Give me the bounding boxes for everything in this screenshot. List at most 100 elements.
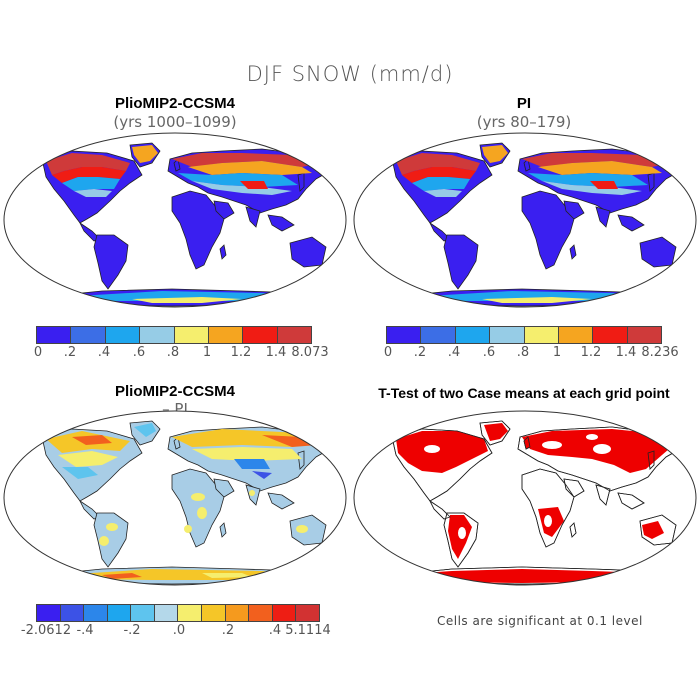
snow-field bbox=[132, 145, 158, 163]
snow-field bbox=[132, 297, 242, 303]
coastline bbox=[521, 468, 575, 548]
snow-field bbox=[188, 161, 312, 175]
coastline bbox=[523, 436, 531, 450]
colorbar-difference-ticks: -2.0612 -.4 -.2 .0 .2 .4 5.1114 bbox=[21, 623, 336, 639]
land-seAsia bbox=[617, 214, 645, 232]
colorbar-tick-label: .6 bbox=[482, 345, 496, 360]
colorbar-swatch bbox=[37, 327, 72, 343]
snow-field bbox=[402, 167, 476, 183]
map-border bbox=[353, 132, 697, 308]
colorbar-swatch bbox=[421, 327, 456, 343]
figure-title: DJF SNOW (mm/d) bbox=[246, 62, 454, 86]
land-india bbox=[245, 206, 261, 228]
colorbar-swatch bbox=[105, 327, 141, 343]
difference-patch bbox=[191, 493, 205, 501]
map-ttest bbox=[353, 410, 697, 586]
colorbar-swatch bbox=[225, 605, 250, 621]
colorbar-tick-label: 0 bbox=[383, 345, 393, 360]
colorbar-tick-label: .4 bbox=[97, 345, 111, 360]
land-japan bbox=[297, 172, 305, 192]
colorbar-swatch bbox=[60, 605, 85, 621]
colorbar-swatch bbox=[387, 327, 422, 343]
colorbar-max-label: 8.236 bbox=[641, 345, 679, 360]
panel3-title: PlioMIP2-CCSM4 bbox=[114, 383, 235, 400]
difference-patch bbox=[106, 523, 118, 531]
land-southAmerica bbox=[93, 512, 129, 568]
colorbar-tick-label: -2.0612 bbox=[20, 623, 72, 638]
panel1-subtitle: (yrs 1000–1099) bbox=[113, 113, 237, 131]
colorbar-pi bbox=[386, 326, 662, 344]
colorbar-swatch bbox=[249, 605, 273, 621]
snow-field bbox=[252, 471, 272, 479]
snow-field bbox=[192, 447, 302, 461]
colorbar-difference bbox=[36, 604, 320, 622]
colorbar-swatch bbox=[243, 327, 278, 343]
colorbar-tick-label: .8 bbox=[166, 345, 180, 360]
land-nz bbox=[681, 262, 687, 274]
land-nz bbox=[331, 540, 337, 552]
colorbar-tick-label: 1.4 bbox=[265, 345, 287, 360]
colorbar-swatch bbox=[296, 605, 319, 621]
map-difference bbox=[3, 410, 347, 586]
snow-field bbox=[52, 167, 126, 183]
colorbar-swatch bbox=[272, 605, 297, 621]
land-arabia bbox=[213, 200, 235, 220]
colorbar-swatch bbox=[154, 605, 179, 621]
colorbar-swatch bbox=[208, 327, 244, 343]
colorbar-swatch bbox=[71, 327, 106, 343]
colorbar-tick-label: 5.1114 bbox=[285, 623, 331, 638]
colorbar-swatch bbox=[107, 605, 132, 621]
snow-field bbox=[74, 189, 112, 197]
snow-field bbox=[234, 459, 270, 469]
colorbar-swatch bbox=[593, 327, 628, 343]
colorbar-swatch bbox=[37, 605, 61, 621]
nonsignificant-area bbox=[593, 444, 611, 454]
coastline bbox=[563, 478, 585, 498]
map-border bbox=[3, 410, 347, 586]
snow-field bbox=[72, 435, 112, 445]
nonsignificant-area bbox=[586, 434, 598, 440]
land-arabia bbox=[213, 478, 235, 498]
land-africa bbox=[171, 468, 225, 548]
coastline bbox=[681, 540, 687, 552]
colorbar-pliomip2 bbox=[36, 326, 312, 344]
land-southAmerica bbox=[93, 234, 129, 290]
land-japan bbox=[297, 450, 305, 470]
land-nz bbox=[681, 540, 687, 552]
difference-patch bbox=[197, 507, 207, 519]
colorbar-tick-label: .2 bbox=[63, 345, 77, 360]
colorbar-tick-label: 1 bbox=[552, 345, 562, 360]
snow-field bbox=[412, 177, 470, 191]
snow-field bbox=[482, 297, 592, 303]
snow-field bbox=[542, 181, 642, 195]
colorbar-tick-label: 1.4 bbox=[615, 345, 637, 360]
land-africa bbox=[171, 190, 225, 270]
snow-field bbox=[62, 177, 120, 191]
land-seAsia bbox=[267, 214, 295, 232]
land-india bbox=[595, 206, 611, 228]
snow-field bbox=[58, 451, 118, 467]
map-border bbox=[3, 132, 347, 308]
colorbar-tick-label: 1.2 bbox=[580, 345, 602, 360]
panel2-title: PI bbox=[516, 95, 532, 112]
nonsignificant-area bbox=[544, 515, 552, 527]
panel2-subtitle: (yrs 80–179) bbox=[476, 113, 572, 131]
colorbar-tick-label: .0 bbox=[172, 623, 186, 638]
panel4-title: T-Test of two Case means at each grid po… bbox=[378, 385, 670, 401]
land-nz bbox=[331, 262, 337, 274]
nonsignificant-area bbox=[458, 527, 466, 539]
map-pi bbox=[353, 132, 697, 308]
colorbar-swatch bbox=[174, 327, 209, 343]
significant-cells bbox=[642, 521, 664, 539]
snow-field bbox=[178, 173, 298, 187]
colorbar-tick-label: .2 bbox=[413, 345, 427, 360]
colorbar-max-label: 8.073 bbox=[291, 345, 329, 360]
land-japan bbox=[647, 172, 655, 192]
colorbar-tick-label: .8 bbox=[516, 345, 530, 360]
colorbar-tick-label: 1.2 bbox=[230, 345, 252, 360]
colorbar-swatch bbox=[627, 327, 661, 343]
colorbar-swatch bbox=[524, 327, 559, 343]
colorbar-pliomip2-ticks: 0 .2 .4 .6 .8 1 1.2 1.4 8.073 bbox=[34, 345, 336, 361]
coastline bbox=[595, 484, 611, 506]
